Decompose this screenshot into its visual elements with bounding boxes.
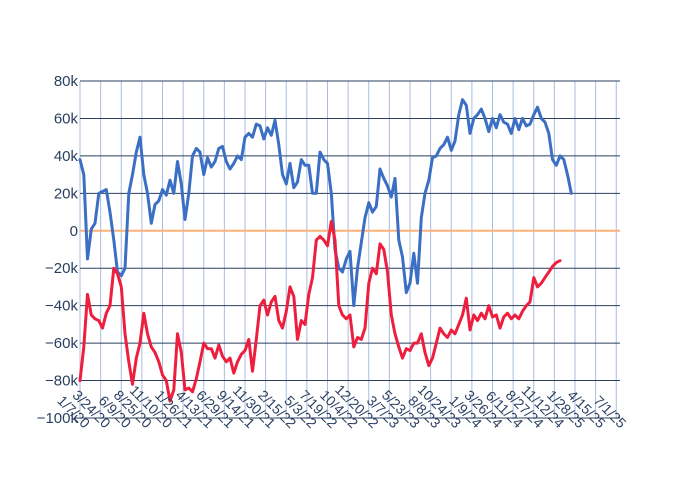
y-tick-label: −20k — [45, 260, 78, 277]
y-tick-label: 60k — [54, 110, 79, 127]
y-gridlines — [80, 80, 620, 419]
y-tick-labels: 80k 60k 40k 20k 0 −20k −40k −60k −80k −100k — [37, 73, 79, 427]
y-tick-label: 40k — [54, 148, 79, 165]
blue-series-line — [78, 98, 573, 308]
y-tick-label: −80k — [45, 373, 78, 390]
y-tick-label: 0 — [70, 223, 78, 240]
red-series-line — [78, 219, 562, 403]
y-tick-label: −40k — [45, 298, 78, 315]
y-tick-label: 80k — [54, 73, 79, 90]
x-gridlines — [79, 81, 617, 418]
y-tick-label: −100k — [37, 410, 79, 427]
y-tick-label: −60k — [45, 335, 78, 352]
x-tick-labels: 1/7/203/24/206/9/208/25/2011/10/201/26/2… — [54, 381, 629, 431]
y-tick-label: 20k — [54, 185, 79, 202]
series-lines — [78, 98, 573, 403]
